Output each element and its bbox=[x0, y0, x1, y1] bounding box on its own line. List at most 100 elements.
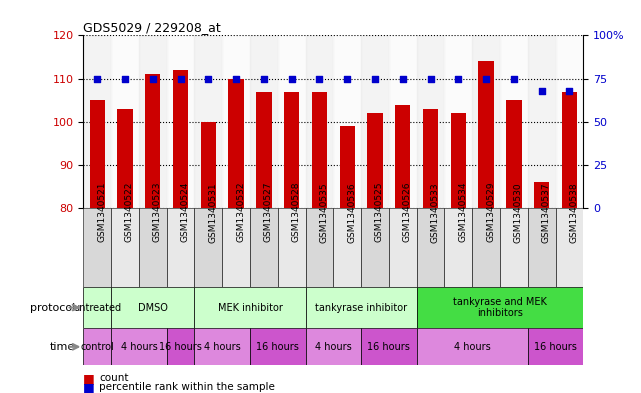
Bar bbox=[472, 208, 500, 287]
Bar bbox=[111, 208, 139, 287]
Point bbox=[537, 88, 547, 94]
Text: GSM1340529: GSM1340529 bbox=[486, 182, 495, 242]
Bar bbox=[333, 35, 361, 208]
Text: GSM1340525: GSM1340525 bbox=[375, 182, 384, 242]
Text: GSM1340533: GSM1340533 bbox=[431, 182, 440, 242]
Bar bbox=[117, 109, 133, 208]
Text: 16 hours: 16 hours bbox=[256, 342, 299, 352]
Bar bbox=[194, 35, 222, 208]
Text: GSM1340534: GSM1340534 bbox=[458, 182, 467, 242]
Point bbox=[509, 75, 519, 82]
Point bbox=[426, 75, 436, 82]
Bar bbox=[528, 208, 556, 287]
Text: untreated: untreated bbox=[73, 303, 121, 312]
Text: GSM1340535: GSM1340535 bbox=[319, 182, 328, 242]
Text: ■: ■ bbox=[83, 380, 95, 393]
Bar bbox=[534, 182, 549, 208]
Bar bbox=[194, 208, 222, 287]
Text: GSM1340521: GSM1340521 bbox=[97, 182, 106, 242]
Text: control: control bbox=[80, 342, 114, 352]
Bar bbox=[306, 35, 333, 208]
Bar bbox=[306, 287, 417, 328]
Bar bbox=[222, 35, 250, 208]
Bar bbox=[111, 287, 194, 328]
Bar bbox=[417, 208, 444, 287]
Bar bbox=[417, 328, 528, 365]
Point bbox=[453, 75, 463, 82]
Text: GSM1340530: GSM1340530 bbox=[514, 182, 523, 242]
Bar bbox=[83, 328, 111, 365]
Bar bbox=[367, 113, 383, 208]
Bar bbox=[250, 35, 278, 208]
Bar bbox=[556, 208, 583, 287]
Bar bbox=[278, 35, 306, 208]
Point bbox=[481, 75, 491, 82]
Bar bbox=[111, 328, 167, 365]
Text: GSM1340536: GSM1340536 bbox=[347, 182, 356, 242]
Bar bbox=[228, 79, 244, 208]
Bar bbox=[528, 328, 583, 365]
Text: 16 hours: 16 hours bbox=[367, 342, 410, 352]
Bar bbox=[389, 35, 417, 208]
Bar bbox=[111, 35, 139, 208]
Text: 4 hours: 4 hours bbox=[315, 342, 352, 352]
Text: GSM1340527: GSM1340527 bbox=[264, 182, 273, 242]
Bar bbox=[278, 208, 306, 287]
Text: GSM1340528: GSM1340528 bbox=[292, 182, 301, 242]
Text: GSM1340531: GSM1340531 bbox=[208, 182, 217, 242]
Bar bbox=[250, 208, 278, 287]
Bar bbox=[500, 208, 528, 287]
Bar bbox=[423, 109, 438, 208]
Bar bbox=[417, 35, 444, 208]
Text: 4 hours: 4 hours bbox=[121, 342, 157, 352]
Bar bbox=[506, 100, 522, 208]
Text: protocol: protocol bbox=[29, 303, 75, 312]
Point bbox=[370, 75, 380, 82]
Bar bbox=[83, 35, 111, 208]
Text: GSM1340524: GSM1340524 bbox=[181, 182, 190, 242]
Bar bbox=[312, 92, 327, 208]
Bar bbox=[167, 328, 194, 365]
Bar bbox=[306, 328, 361, 365]
Bar bbox=[562, 92, 577, 208]
Point bbox=[564, 88, 574, 94]
Bar bbox=[472, 35, 500, 208]
Point bbox=[176, 75, 186, 82]
Bar bbox=[83, 287, 111, 328]
Bar bbox=[139, 35, 167, 208]
Bar bbox=[167, 208, 194, 287]
Text: percentile rank within the sample: percentile rank within the sample bbox=[99, 382, 275, 392]
Text: GDS5029 / 229208_at: GDS5029 / 229208_at bbox=[83, 21, 221, 34]
Text: 16 hours: 16 hours bbox=[534, 342, 577, 352]
Bar bbox=[167, 35, 194, 208]
Point bbox=[231, 75, 241, 82]
Text: GSM1340538: GSM1340538 bbox=[569, 182, 578, 242]
Bar bbox=[444, 35, 472, 208]
Bar bbox=[361, 35, 389, 208]
Point bbox=[397, 75, 408, 82]
Bar bbox=[250, 328, 306, 365]
Bar bbox=[361, 208, 389, 287]
Bar bbox=[417, 287, 583, 328]
Point bbox=[259, 75, 269, 82]
Bar bbox=[556, 35, 583, 208]
Bar bbox=[528, 35, 556, 208]
Bar bbox=[451, 113, 466, 208]
Point bbox=[287, 75, 297, 82]
Text: GSM1340522: GSM1340522 bbox=[125, 182, 134, 242]
Text: time: time bbox=[50, 342, 75, 352]
Text: tankyrase and MEK
inhibitors: tankyrase and MEK inhibitors bbox=[453, 297, 547, 318]
Bar bbox=[500, 35, 528, 208]
Bar bbox=[90, 100, 105, 208]
Bar bbox=[194, 328, 250, 365]
Bar bbox=[361, 328, 417, 365]
Text: 4 hours: 4 hours bbox=[454, 342, 490, 352]
Bar bbox=[194, 287, 306, 328]
Point bbox=[203, 75, 213, 82]
Bar bbox=[284, 92, 299, 208]
Bar bbox=[333, 208, 361, 287]
Point bbox=[147, 75, 158, 82]
Bar bbox=[444, 208, 472, 287]
Text: count: count bbox=[99, 373, 129, 384]
Bar bbox=[256, 92, 272, 208]
